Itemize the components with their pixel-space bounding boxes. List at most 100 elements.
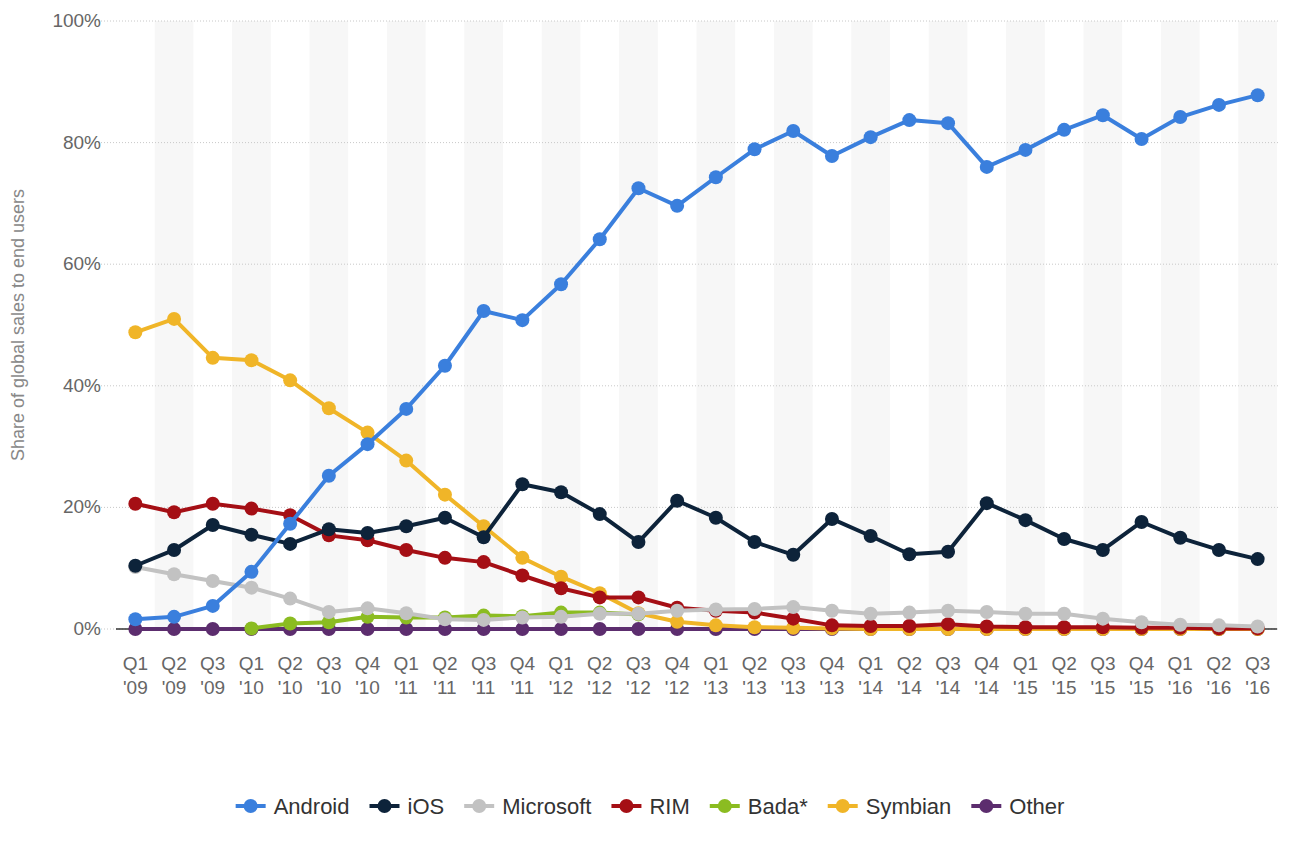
point bbox=[631, 181, 645, 195]
point bbox=[1212, 618, 1226, 632]
y-tick-label: 100% bbox=[52, 10, 101, 31]
band bbox=[697, 21, 736, 629]
point bbox=[515, 477, 529, 491]
point bbox=[941, 617, 955, 631]
x-tick-label: Q2'14 bbox=[897, 653, 922, 698]
point bbox=[167, 312, 181, 326]
point bbox=[244, 353, 258, 367]
x-tick-label: Q1'13 bbox=[703, 653, 728, 698]
point bbox=[1057, 532, 1071, 546]
series-line bbox=[135, 319, 1257, 629]
point bbox=[244, 565, 258, 579]
point bbox=[1251, 88, 1265, 102]
point bbox=[902, 619, 916, 633]
point bbox=[941, 604, 955, 618]
point bbox=[477, 555, 491, 569]
point bbox=[709, 618, 723, 632]
point bbox=[1096, 543, 1110, 557]
point bbox=[593, 622, 607, 636]
point bbox=[1173, 618, 1187, 632]
x-tick-label: Q2'16 bbox=[1206, 653, 1231, 698]
grid-line bbox=[86, 142, 1280, 143]
x-tick-label: Q2'13 bbox=[742, 653, 767, 698]
background-bands bbox=[155, 21, 1277, 629]
x-tick-label: Q1'10 bbox=[239, 653, 264, 698]
band bbox=[1238, 21, 1277, 629]
x-tick-label: Q3'09 bbox=[200, 653, 225, 698]
legend-label: Bada* bbox=[748, 794, 808, 819]
chart: 0%20%40%60%80%100%Q1'09Q2'09Q3'09Q1'10Q2… bbox=[0, 0, 1300, 841]
point bbox=[1173, 110, 1187, 124]
point bbox=[1135, 615, 1149, 629]
point bbox=[438, 511, 452, 525]
point bbox=[1096, 612, 1110, 626]
legend-marker bbox=[619, 799, 633, 813]
point bbox=[1135, 132, 1149, 146]
point bbox=[980, 496, 994, 510]
point bbox=[1057, 620, 1071, 634]
point bbox=[438, 359, 452, 373]
point bbox=[864, 619, 878, 633]
y-tick-label: 0% bbox=[74, 618, 102, 639]
legend-item: Symbian bbox=[828, 794, 952, 819]
point bbox=[128, 325, 142, 339]
band bbox=[774, 21, 813, 629]
point bbox=[709, 603, 723, 617]
point bbox=[399, 606, 413, 620]
point bbox=[244, 502, 258, 516]
point bbox=[593, 507, 607, 521]
x-tick-label: Q4'14 bbox=[974, 653, 1000, 698]
point bbox=[631, 606, 645, 620]
point bbox=[244, 622, 258, 636]
legend-label: Microsoft bbox=[502, 794, 591, 819]
band bbox=[851, 21, 890, 629]
point bbox=[438, 551, 452, 565]
legend-item: Android bbox=[236, 794, 350, 819]
x-tick-label: Q3'16 bbox=[1245, 653, 1270, 698]
x-tick-label: Q4'12 bbox=[664, 653, 690, 698]
point bbox=[206, 574, 220, 588]
point bbox=[670, 199, 684, 213]
grid-line bbox=[86, 507, 1280, 508]
point bbox=[670, 604, 684, 618]
point bbox=[631, 607, 645, 621]
point bbox=[167, 567, 181, 581]
legend-marker bbox=[718, 799, 732, 813]
point bbox=[283, 592, 297, 606]
point bbox=[361, 622, 375, 636]
point bbox=[515, 568, 529, 582]
point bbox=[825, 618, 839, 632]
point bbox=[554, 610, 568, 624]
point bbox=[980, 620, 994, 634]
y-tick-label: 20% bbox=[63, 496, 101, 517]
x-tick-label: Q3'11 bbox=[471, 653, 496, 698]
point bbox=[748, 620, 762, 634]
point bbox=[399, 402, 413, 416]
y-tick-label: 40% bbox=[63, 375, 101, 396]
x-tick-label: Q1'14 bbox=[858, 653, 883, 698]
x-tick-label: Q2'12 bbox=[587, 653, 612, 698]
point bbox=[902, 606, 916, 620]
point bbox=[631, 535, 645, 549]
point bbox=[786, 548, 800, 562]
point bbox=[322, 605, 336, 619]
point bbox=[1251, 620, 1265, 634]
x-tick-label: Q1'12 bbox=[548, 653, 573, 698]
x-tick-label: Q3'15 bbox=[1090, 653, 1115, 698]
point bbox=[361, 601, 375, 615]
point bbox=[1018, 143, 1032, 157]
point bbox=[244, 528, 258, 542]
legend-item: iOS bbox=[370, 794, 445, 819]
series bbox=[244, 606, 645, 636]
point bbox=[864, 130, 878, 144]
point bbox=[864, 607, 878, 621]
series bbox=[128, 497, 1264, 636]
point bbox=[593, 607, 607, 621]
y-tick-label: 80% bbox=[63, 132, 101, 153]
legend-label: iOS bbox=[408, 794, 445, 819]
y-tick-label: 60% bbox=[63, 253, 101, 274]
x-tick-label: Q4'15 bbox=[1129, 653, 1155, 698]
point bbox=[128, 497, 142, 511]
point bbox=[1096, 108, 1110, 122]
point bbox=[1057, 607, 1071, 621]
